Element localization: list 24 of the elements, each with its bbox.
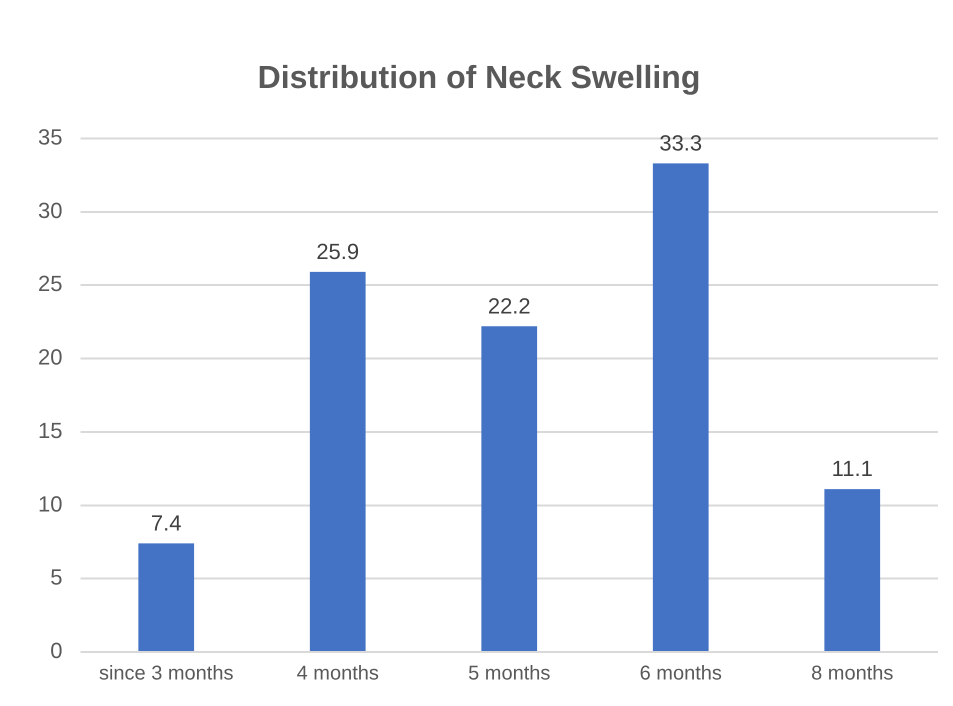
- data-label: 11.1: [832, 456, 873, 482]
- bar: [824, 489, 880, 651]
- data-label: 7.4: [150, 510, 182, 536]
- y-tick-label: 25: [38, 271, 62, 296]
- x-tick-label: 4 months: [296, 662, 379, 685]
- bar: [481, 326, 538, 651]
- y-tick-label: 20: [38, 344, 62, 370]
- x-tick-label: 5 months: [468, 662, 550, 685]
- y-tick-label: 35: [38, 124, 62, 150]
- x-tick-label: 8 months: [811, 662, 894, 685]
- data-label: 33.3: [659, 130, 702, 156]
- bar: [310, 272, 366, 651]
- y-tick-label: 30: [38, 198, 62, 223]
- bar: [652, 163, 709, 651]
- data-label: 22.2: [488, 293, 531, 318]
- y-tick-label: 10: [38, 491, 62, 516]
- x-tick-label: since 3 months: [98, 662, 234, 685]
- x-tick-label: 6 months: [640, 662, 722, 685]
- y-tick-label: 15: [38, 418, 62, 443]
- bar: [138, 543, 194, 651]
- data-label: 25.9: [316, 239, 360, 264]
- y-tick-label: 0: [50, 638, 62, 664]
- y-tick-label: 5: [50, 564, 62, 590]
- chart-title: Distribution of Neck Swelling: [258, 59, 700, 96]
